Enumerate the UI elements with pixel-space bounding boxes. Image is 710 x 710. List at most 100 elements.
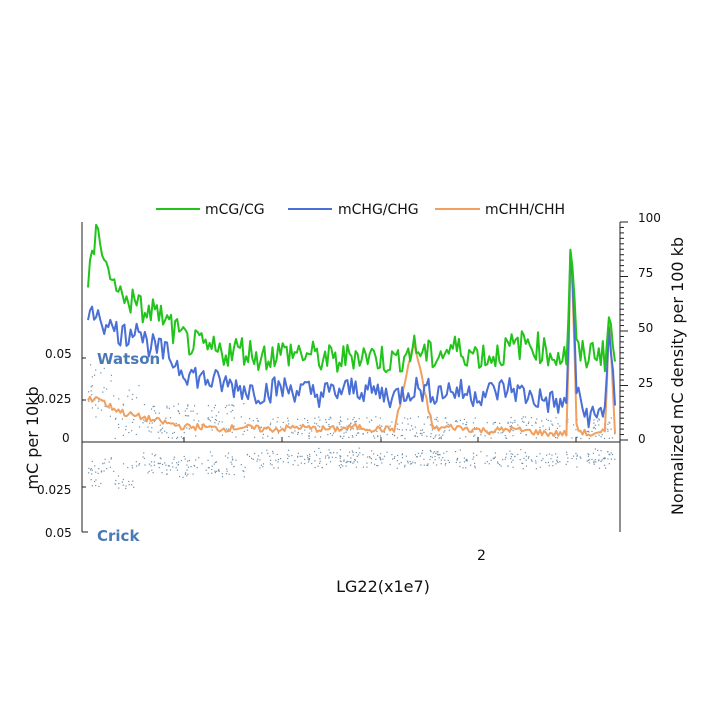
watson-point xyxy=(474,434,476,436)
watson-point xyxy=(128,389,130,391)
crick-point xyxy=(319,458,321,460)
watson-point xyxy=(598,434,600,436)
watson-point xyxy=(531,424,533,427)
watson-point xyxy=(173,431,175,434)
watson-point xyxy=(510,421,512,423)
crick-point xyxy=(496,461,499,463)
crick-point xyxy=(512,459,514,461)
watson-point xyxy=(131,398,133,400)
watson-point xyxy=(103,386,105,389)
watson-point xyxy=(350,422,352,424)
crick-point xyxy=(594,448,596,450)
crick-point xyxy=(386,451,388,453)
crick-point xyxy=(287,457,289,460)
watson-point xyxy=(244,422,246,424)
crick-point xyxy=(288,449,290,451)
x-ticks xyxy=(183,437,577,442)
watson-point xyxy=(401,422,404,424)
watson-point xyxy=(135,397,138,399)
crick-point xyxy=(474,467,476,469)
crick-point xyxy=(184,458,186,460)
watson-point xyxy=(445,417,447,419)
crick-point xyxy=(435,452,437,455)
crick-point xyxy=(366,462,368,464)
watson-point xyxy=(593,422,595,424)
watson-point xyxy=(319,426,321,428)
watson-point xyxy=(362,433,364,435)
x-axis-title: LG22(x1e7) xyxy=(336,577,430,596)
watson-point xyxy=(259,426,261,428)
watson-point xyxy=(588,437,590,440)
watson-point xyxy=(176,436,179,438)
watson-point xyxy=(352,436,354,438)
watson-point xyxy=(400,435,402,437)
watson-point xyxy=(343,432,345,434)
crick-point xyxy=(122,484,124,486)
crick-point xyxy=(488,463,490,465)
watson-point xyxy=(380,426,382,428)
crick-point xyxy=(380,459,382,461)
watson-point xyxy=(135,433,137,436)
crick-point xyxy=(121,481,123,483)
crick-point xyxy=(559,461,561,463)
crick-point xyxy=(470,464,472,466)
watson-point xyxy=(416,436,419,438)
crick-point xyxy=(576,455,578,457)
crick-point xyxy=(333,452,335,454)
watson-point xyxy=(551,423,553,425)
watson-point xyxy=(287,420,289,422)
crick-point xyxy=(171,462,173,464)
watson-point xyxy=(100,372,102,374)
crick-point xyxy=(435,464,438,466)
watson-point xyxy=(353,416,355,419)
crick-point xyxy=(287,461,289,464)
crick-point xyxy=(466,460,468,462)
right-tick-labels: 0 25 50 75 100 xyxy=(638,211,661,446)
watson-point xyxy=(454,420,457,422)
watson-point xyxy=(159,430,161,432)
crick-point xyxy=(100,482,102,485)
crick-point xyxy=(536,455,538,458)
crick-point xyxy=(343,460,345,462)
watson-point xyxy=(115,417,117,419)
crick-point xyxy=(362,454,364,456)
watson-point xyxy=(339,419,342,422)
crick-point xyxy=(603,464,606,466)
crick-point xyxy=(446,450,448,453)
watson-point xyxy=(269,424,272,426)
watson-point xyxy=(193,419,195,421)
watson-point xyxy=(597,420,599,422)
crick-point xyxy=(243,470,245,473)
crick-point xyxy=(486,455,488,457)
watson-point xyxy=(435,434,437,436)
crick-point xyxy=(242,470,244,472)
crick-point xyxy=(158,463,160,465)
crick-point xyxy=(151,453,153,455)
crick-point xyxy=(545,461,547,464)
watson-point xyxy=(143,404,146,406)
watson-point xyxy=(173,405,175,407)
crick-point xyxy=(94,465,96,467)
crick-point xyxy=(286,454,289,456)
watson-point xyxy=(398,428,400,431)
watson-point xyxy=(414,435,416,438)
watson-point xyxy=(177,403,179,405)
left-tick-label-top-0025: 0.025 xyxy=(37,392,71,406)
watson-point xyxy=(271,437,273,439)
watson-point xyxy=(90,390,92,392)
watson-point xyxy=(494,431,496,433)
crick-point xyxy=(396,467,398,469)
crick-point xyxy=(528,456,530,458)
crick-point xyxy=(158,466,160,469)
crick-point xyxy=(301,455,303,457)
watson-point xyxy=(352,419,354,421)
crick-point xyxy=(377,454,379,456)
crick-point xyxy=(315,454,318,456)
watson-point xyxy=(98,400,100,403)
watson-point xyxy=(524,416,526,418)
crick-point xyxy=(231,463,233,465)
crick-point xyxy=(547,461,549,464)
crick-point xyxy=(494,452,497,454)
crick-point xyxy=(524,452,526,454)
crick-point xyxy=(348,460,350,463)
